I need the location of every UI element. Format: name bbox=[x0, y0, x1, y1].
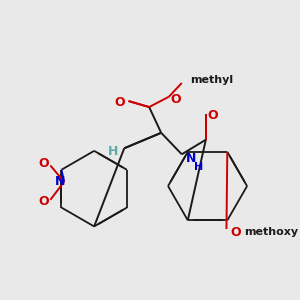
Text: O: O bbox=[170, 93, 181, 106]
Text: O: O bbox=[38, 195, 49, 208]
Text: O: O bbox=[230, 226, 241, 239]
Text: N: N bbox=[186, 152, 196, 165]
Text: O: O bbox=[38, 157, 49, 170]
Text: N: N bbox=[55, 175, 65, 188]
Text: O: O bbox=[115, 96, 125, 109]
Text: methoxy: methoxy bbox=[244, 227, 298, 238]
Text: O: O bbox=[207, 109, 218, 122]
Text: H: H bbox=[108, 145, 118, 158]
Text: methyl: methyl bbox=[190, 75, 233, 85]
Text: H: H bbox=[194, 162, 203, 172]
